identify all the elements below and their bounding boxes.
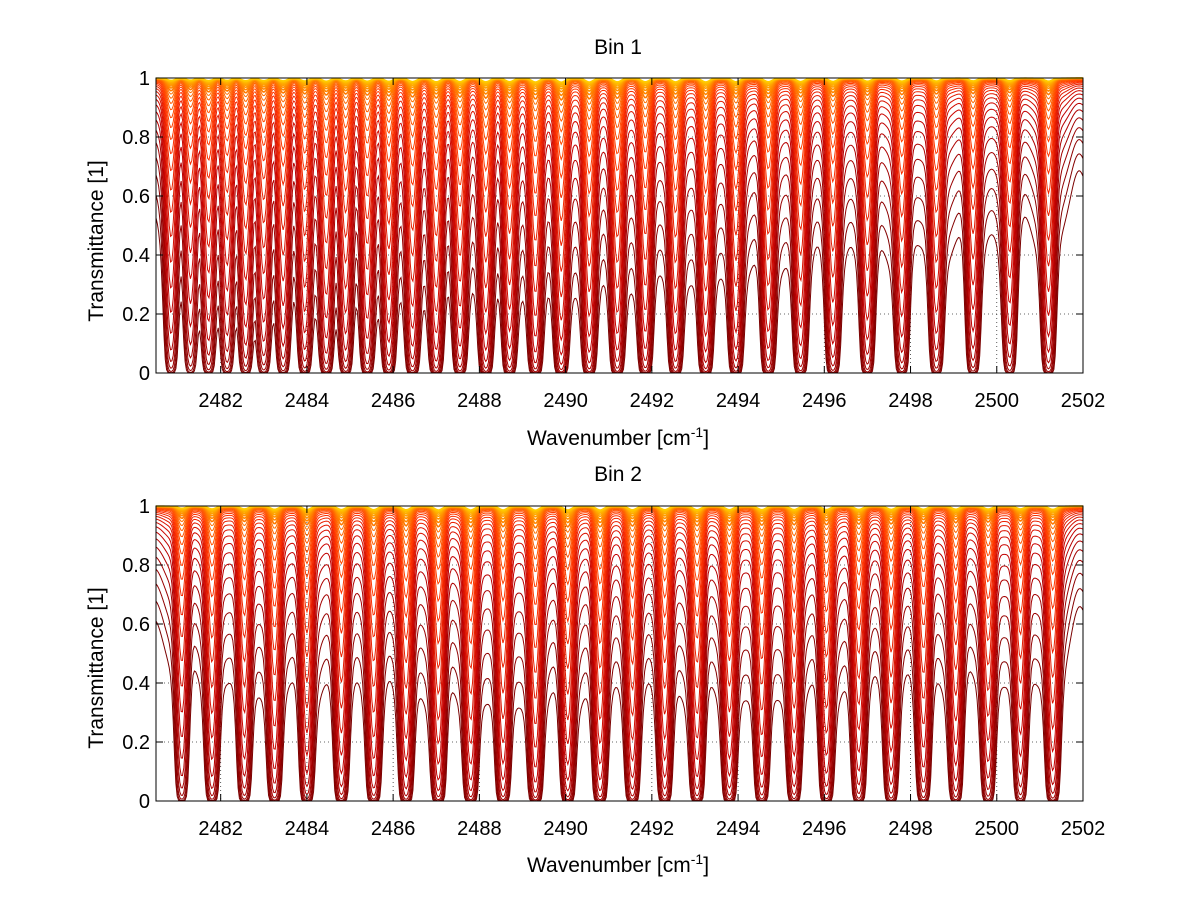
x-tick-label: 2484 [285, 818, 330, 840]
x-tick-label: 2490 [543, 818, 588, 840]
x-tick-label: 2486 [371, 390, 416, 412]
series-line [155, 508, 1084, 605]
chart-panel-bin-1: Bin 1 2482 2484 2486 2488 2490 2492 2494 2496 24… [85, 36, 1105, 450]
series-line [155, 527, 1084, 783]
chart-title: Bin 2 [594, 463, 642, 486]
x-tick-label: 2492 [630, 818, 675, 840]
series-line [155, 117, 1084, 373]
x-tick-label: 2498 [888, 390, 933, 412]
x-tick-label: 2494 [716, 818, 761, 840]
y-tick-label: 1 [139, 496, 150, 518]
y-tick-label: 0.2 [122, 304, 150, 326]
series-line [155, 127, 1084, 374]
x-tick-label: 2492 [630, 390, 675, 412]
series-line [155, 78, 1084, 133]
x-tick-label: 2496 [802, 818, 847, 840]
chart-title: Bin 1 [594, 36, 642, 59]
series-line [155, 79, 1084, 162]
y-tick-label: 0 [139, 363, 150, 385]
x-tick-label: 2502 [1061, 818, 1106, 840]
series-line [155, 83, 1084, 246]
series-line [155, 85, 1084, 272]
x-tick-label: 2500 [975, 818, 1020, 840]
series-line [155, 559, 1084, 802]
series-line [155, 540, 1084, 798]
series-line [155, 80, 1084, 180]
plot-area-frame [155, 77, 1084, 374]
series-line [155, 549, 1084, 801]
series-line [155, 102, 1084, 366]
x-tick-label: 2482 [198, 818, 243, 840]
y-axis-label: Transmittance [1] [85, 587, 108, 748]
series-line [155, 506, 1084, 541]
series-line [155, 588, 1084, 802]
series-line [155, 109, 1084, 371]
y-axis-label: Transmittance [1] [85, 160, 108, 321]
x-tick-label: 2490 [543, 390, 588, 412]
series-line [155, 507, 1084, 572]
series-line [155, 510, 1084, 648]
series-line [155, 77, 1084, 84]
series-line [155, 533, 1084, 793]
chart-panel-bin-2: Bin 2 2482 2484 2486 2488 2490 2492 2494 2496 24… [85, 463, 1105, 877]
x-tick-label: 2500 [975, 390, 1020, 412]
y-tick-label: 0.4 [122, 673, 150, 695]
y-tick-label: 0.6 [122, 186, 150, 208]
series-line [155, 79, 1084, 146]
x-axis-label: Wavenumber [cm-1] [527, 424, 709, 450]
x-tick-label: 2496 [802, 390, 847, 412]
plot-area-frame [155, 505, 1084, 802]
x-tick-label: 2498 [888, 818, 933, 840]
series-line [155, 82, 1084, 221]
series-line [155, 512, 1084, 673]
series-line [155, 506, 1084, 550]
series-line [155, 78, 1084, 123]
series-line [155, 97, 1084, 356]
series-line [155, 516, 1084, 725]
y-tick-label: 0.8 [122, 127, 150, 149]
x-tick-label: 2488 [457, 390, 502, 412]
series-line [155, 90, 1084, 321]
y-tick-label: 1 [139, 68, 150, 90]
series-line [155, 572, 1084, 802]
x-axis-label: Wavenumber [cm-1] [527, 851, 709, 877]
series-line [155, 508, 1084, 587]
series-line [155, 93, 1084, 342]
series-line [155, 509, 1084, 626]
series-line [155, 507, 1084, 560]
y-tick-label: 0 [139, 791, 150, 813]
x-tick-label: 2486 [371, 818, 416, 840]
series-line [155, 523, 1084, 768]
y-tick-label: 0.8 [122, 555, 150, 577]
x-tick-label: 2488 [457, 818, 502, 840]
series-line [155, 514, 1084, 699]
x-tick-label: 2482 [198, 390, 243, 412]
y-tick-label: 0.2 [122, 732, 150, 754]
y-tick-label: 0.6 [122, 614, 150, 636]
y-tick-label: 0.4 [122, 245, 150, 267]
series-line [155, 87, 1084, 298]
series-line [155, 519, 1084, 748]
x-tick-label: 2494 [716, 390, 761, 412]
series-line [155, 81, 1084, 198]
series-line [155, 78, 1084, 114]
x-tick-label: 2484 [285, 390, 330, 412]
x-tick-label: 2502 [1061, 390, 1106, 412]
